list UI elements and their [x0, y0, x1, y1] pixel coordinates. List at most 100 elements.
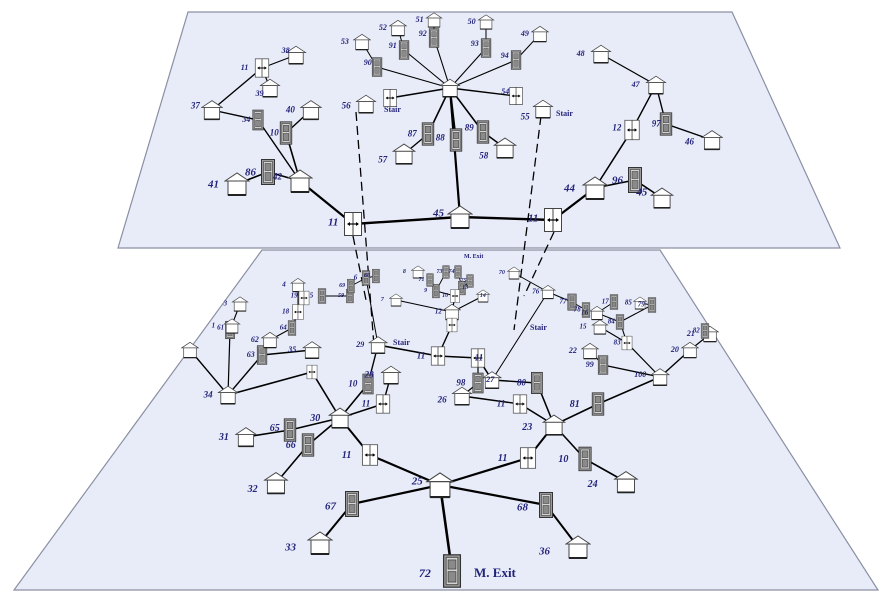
node-number: 17	[602, 298, 610, 306]
node-number: 7	[381, 297, 385, 303]
node-number: 70	[499, 270, 505, 276]
node-number: 36	[538, 546, 551, 558]
edge-u_42-u_34	[257, 119, 301, 182]
sliding-door-icon	[430, 346, 446, 366]
node-number: 27	[485, 375, 495, 384]
door-icon	[287, 320, 297, 336]
node-number: 84	[608, 318, 616, 326]
node-number: 85	[625, 299, 633, 307]
node-number: 31	[218, 432, 229, 443]
edge-l_12-l_7	[395, 299, 453, 313]
node-number: 65	[270, 423, 280, 434]
stair-connector-2	[513, 115, 542, 331]
node-number: 42	[272, 172, 283, 182]
node-number: 50	[468, 17, 476, 26]
edge-l_25-l_67	[350, 483, 442, 506]
node-number: 10	[558, 454, 568, 465]
door-icon	[317, 288, 327, 304]
node-number: 73	[437, 269, 443, 275]
sliding-door-icon	[519, 447, 537, 469]
node-number: 16	[581, 309, 589, 317]
node-number: 59	[338, 293, 344, 299]
door-icon	[591, 392, 605, 416]
node-number: 74	[449, 269, 455, 275]
node-number: 8	[403, 269, 406, 275]
node-number: 14	[480, 293, 486, 299]
edge-l_100-l_83	[626, 342, 661, 378]
stair-label: Stair	[393, 338, 410, 347]
sliding-door-icon	[621, 335, 633, 351]
sliding-door-icon	[450, 289, 460, 303]
node-number: 69	[339, 283, 345, 289]
node-number: 72	[419, 566, 431, 580]
node-number: 60	[364, 273, 370, 279]
node-number: 39	[255, 89, 264, 98]
edge-l_29-l_11e	[377, 344, 439, 357]
door-icon	[597, 355, 609, 375]
node-number: 34	[203, 390, 214, 400]
node-number: 11	[528, 213, 538, 225]
node-number: 10	[270, 128, 280, 138]
door-icon	[283, 418, 297, 442]
node-number: 49	[520, 29, 529, 38]
floors-layer	[12, 11, 880, 591]
sliding-door-icon	[292, 304, 304, 320]
node-number: 11	[342, 450, 351, 461]
node-number: 29	[355, 340, 364, 349]
node-number: 89	[465, 123, 475, 133]
node-number: 93	[471, 39, 479, 48]
sliding-door-icon	[344, 212, 362, 236]
main-exit-label: M. Exit	[474, 565, 517, 580]
edge-l_34-l_63	[227, 354, 263, 396]
node-number: 12	[612, 123, 622, 133]
door-icon	[449, 128, 463, 152]
node-number: 53	[341, 37, 349, 46]
node-number: 11	[498, 453, 507, 464]
node-number: 57	[378, 155, 388, 165]
edge-u_37-u_11c	[211, 67, 263, 111]
door-icon	[609, 294, 619, 310]
edge-l_27-l_76	[491, 291, 549, 381]
node-number: 11	[362, 399, 371, 409]
node-number: 13	[462, 285, 468, 291]
node-number: 55	[521, 112, 531, 122]
node-number: 38	[281, 46, 290, 55]
node-number: 41	[207, 179, 219, 191]
node-number: 37	[190, 101, 201, 111]
node-number: 18	[282, 308, 290, 316]
door-icon	[345, 491, 359, 517]
node-number: 11	[475, 353, 484, 363]
edge-l_29-l_6	[365, 277, 379, 346]
node-number: 61	[217, 324, 224, 332]
node-number: 34	[241, 115, 250, 124]
door-icon	[578, 446, 592, 472]
node-number: 56	[342, 101, 352, 111]
node-number: 97	[652, 119, 662, 129]
node-number: 91	[389, 41, 397, 50]
edge-u_11a-u_45	[351, 215, 462, 226]
stair-label: Stair	[384, 105, 401, 114]
node-number: 40	[285, 105, 296, 115]
stair-label: Stair	[530, 323, 547, 332]
node-number: 25	[411, 476, 424, 488]
sliding-door-icon	[512, 394, 528, 414]
node-number: 19	[291, 292, 299, 300]
node-number: 35	[287, 345, 296, 354]
node-number: 11	[328, 217, 338, 229]
sliding-door-icon	[375, 394, 391, 414]
node-number: 80	[517, 378, 527, 388]
node-number: 64	[280, 324, 288, 332]
door-icon	[252, 109, 264, 131]
node-number: 67	[325, 501, 337, 513]
edge-l_25-l_68	[438, 483, 548, 507]
node-number: 76	[532, 288, 540, 296]
door-icon	[371, 57, 383, 77]
door-icon	[372, 268, 380, 284]
node-number: 51	[416, 15, 424, 24]
node-number: 81	[570, 399, 580, 410]
node-number: 1	[212, 322, 216, 330]
node-number: 44	[563, 183, 576, 195]
stair-label: Stair	[556, 109, 573, 118]
